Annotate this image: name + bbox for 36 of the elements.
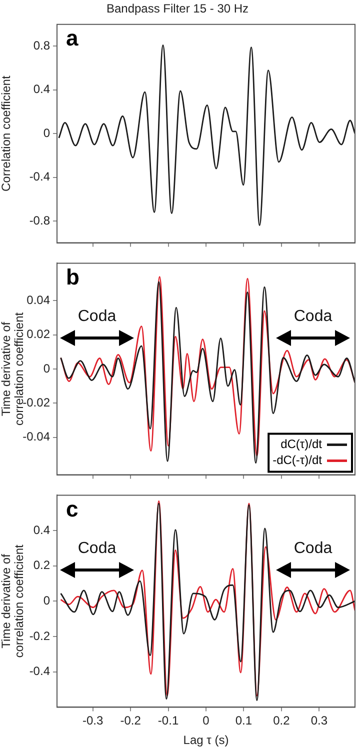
annotation: Coda bbox=[294, 308, 332, 326]
y-tick-label: 0 bbox=[43, 594, 50, 608]
y-axis-title: Time derivative of correlation coefficient bbox=[0, 544, 26, 658]
annotation: a bbox=[66, 25, 79, 50]
legend-label: dC(τ)/dt bbox=[280, 437, 323, 452]
y-tick-label: 0 bbox=[43, 126, 50, 140]
chart-title: Bandpass Filter 15 - 30 Hz bbox=[106, 2, 249, 16]
y-tick-label: -0.02 bbox=[22, 395, 50, 410]
y-tick-label: -0.4 bbox=[29, 170, 50, 184]
y-axis-title: Correlation coefficient bbox=[0, 75, 13, 192]
y-tick-label: 0.8 bbox=[33, 38, 50, 53]
y-tick-label: 0 bbox=[43, 361, 50, 376]
annotation: Coda bbox=[78, 540, 116, 558]
y-tick-label: 0.2 bbox=[33, 558, 50, 572]
x-tick-label: 0.2 bbox=[273, 714, 290, 728]
y-tick-label: -0.04 bbox=[22, 430, 50, 444]
legend-label: -dC(-τ)/dt bbox=[272, 453, 323, 468]
y-tick-label: 0.4 bbox=[33, 82, 50, 96]
annotation: b bbox=[66, 264, 80, 290]
y-tick-label: -0.2 bbox=[29, 628, 50, 643]
y-tick-label: 0.4 bbox=[33, 522, 50, 537]
y-tick-label: -0.4 bbox=[29, 664, 50, 678]
x-tick-label: 0 bbox=[202, 714, 210, 728]
x-tick-label: -0.3 bbox=[82, 714, 104, 728]
y-tick-label: 0.02 bbox=[26, 327, 50, 342]
line-series bbox=[58, 44, 355, 226]
annotation: c bbox=[66, 496, 78, 522]
annotation: Coda bbox=[78, 308, 116, 326]
y-tick-label: -0.8 bbox=[29, 213, 50, 228]
y-tick-label: 0.04 bbox=[26, 293, 50, 308]
annotation: Coda bbox=[294, 540, 332, 558]
x-axis-title: Lag τ (s) bbox=[183, 733, 229, 748]
x-tick-label: 0.3 bbox=[310, 714, 328, 728]
x-tick-label: -0.2 bbox=[120, 714, 142, 728]
x-tick-label: 0.1 bbox=[235, 714, 252, 728]
x-tick-label: -0.1 bbox=[158, 714, 179, 728]
